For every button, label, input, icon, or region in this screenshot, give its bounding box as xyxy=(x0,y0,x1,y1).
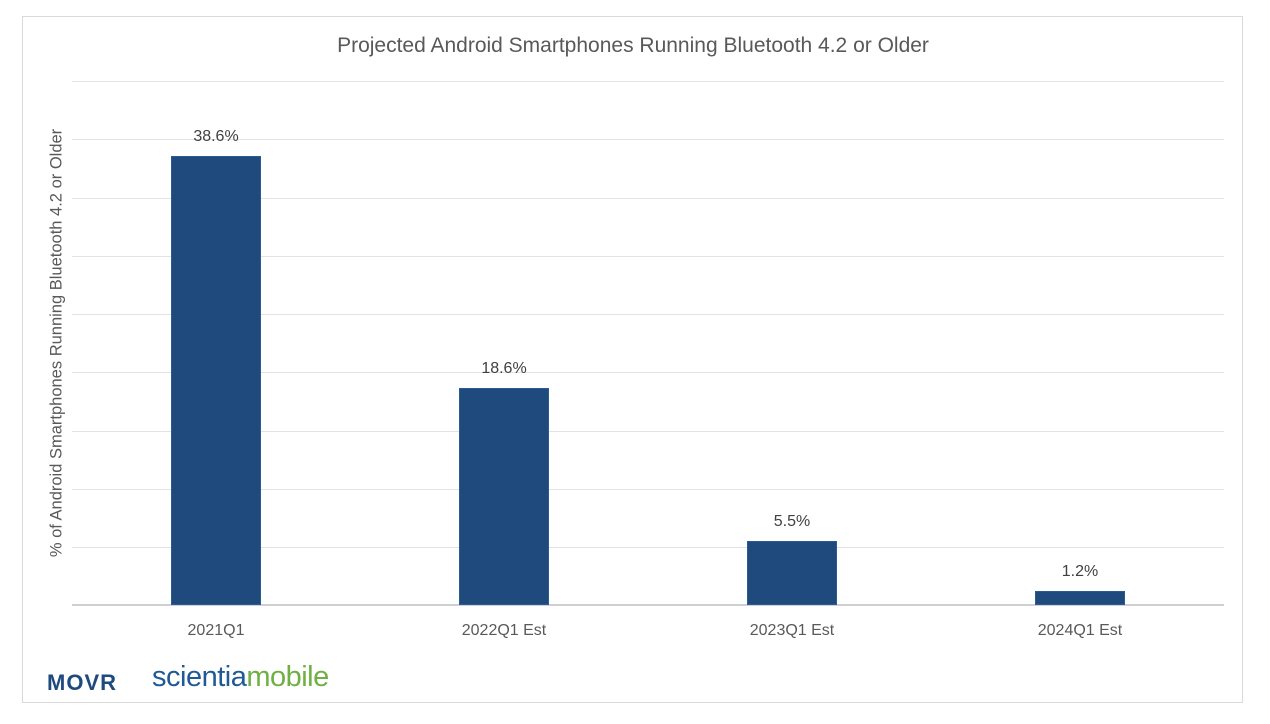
bar-2021q1 xyxy=(171,156,261,605)
gridline xyxy=(72,256,1224,257)
y-axis-label-text: % of Android Smartphones Running Bluetoo… xyxy=(47,128,66,558)
x-axis-baseline xyxy=(72,604,1224,606)
x-tick-2021q1: 2021Q1 xyxy=(187,622,245,639)
movr-logo: MOVR xyxy=(47,670,117,695)
gridline xyxy=(72,372,1224,373)
gridline xyxy=(72,314,1224,315)
x-tick-2024q1: 2024Q1 Est xyxy=(1037,622,1123,639)
data-label-2024q1: 1.2% xyxy=(1061,563,1099,580)
gridline xyxy=(72,431,1224,432)
gridline xyxy=(72,489,1224,490)
gridline xyxy=(72,139,1224,140)
scientiamobile-logo: scientiamobile xyxy=(152,661,329,694)
bar-2024q1 xyxy=(1035,591,1125,605)
data-label-2021q1: 38.6% xyxy=(193,128,239,145)
x-tick-2022q1: 2022Q1 Est xyxy=(461,622,547,639)
data-label-2023q1: 5.5% xyxy=(773,513,811,530)
gridline xyxy=(72,81,1224,82)
mobile-text: mobile xyxy=(246,661,329,693)
gridline xyxy=(72,547,1224,548)
gridline xyxy=(72,198,1224,199)
data-label-2022q1: 18.6% xyxy=(481,360,527,377)
plot-area: 38.6% 18.6% 5.5% 1.2% xyxy=(72,81,1224,606)
x-tick-2023q1: 2023Q1 Est xyxy=(749,622,835,639)
bar-2023q1 xyxy=(747,541,837,605)
bar-2022q1 xyxy=(459,388,549,605)
chart-title: Projected Android Smartphones Running Bl… xyxy=(337,34,929,57)
scientia-text: scientia xyxy=(152,661,247,693)
